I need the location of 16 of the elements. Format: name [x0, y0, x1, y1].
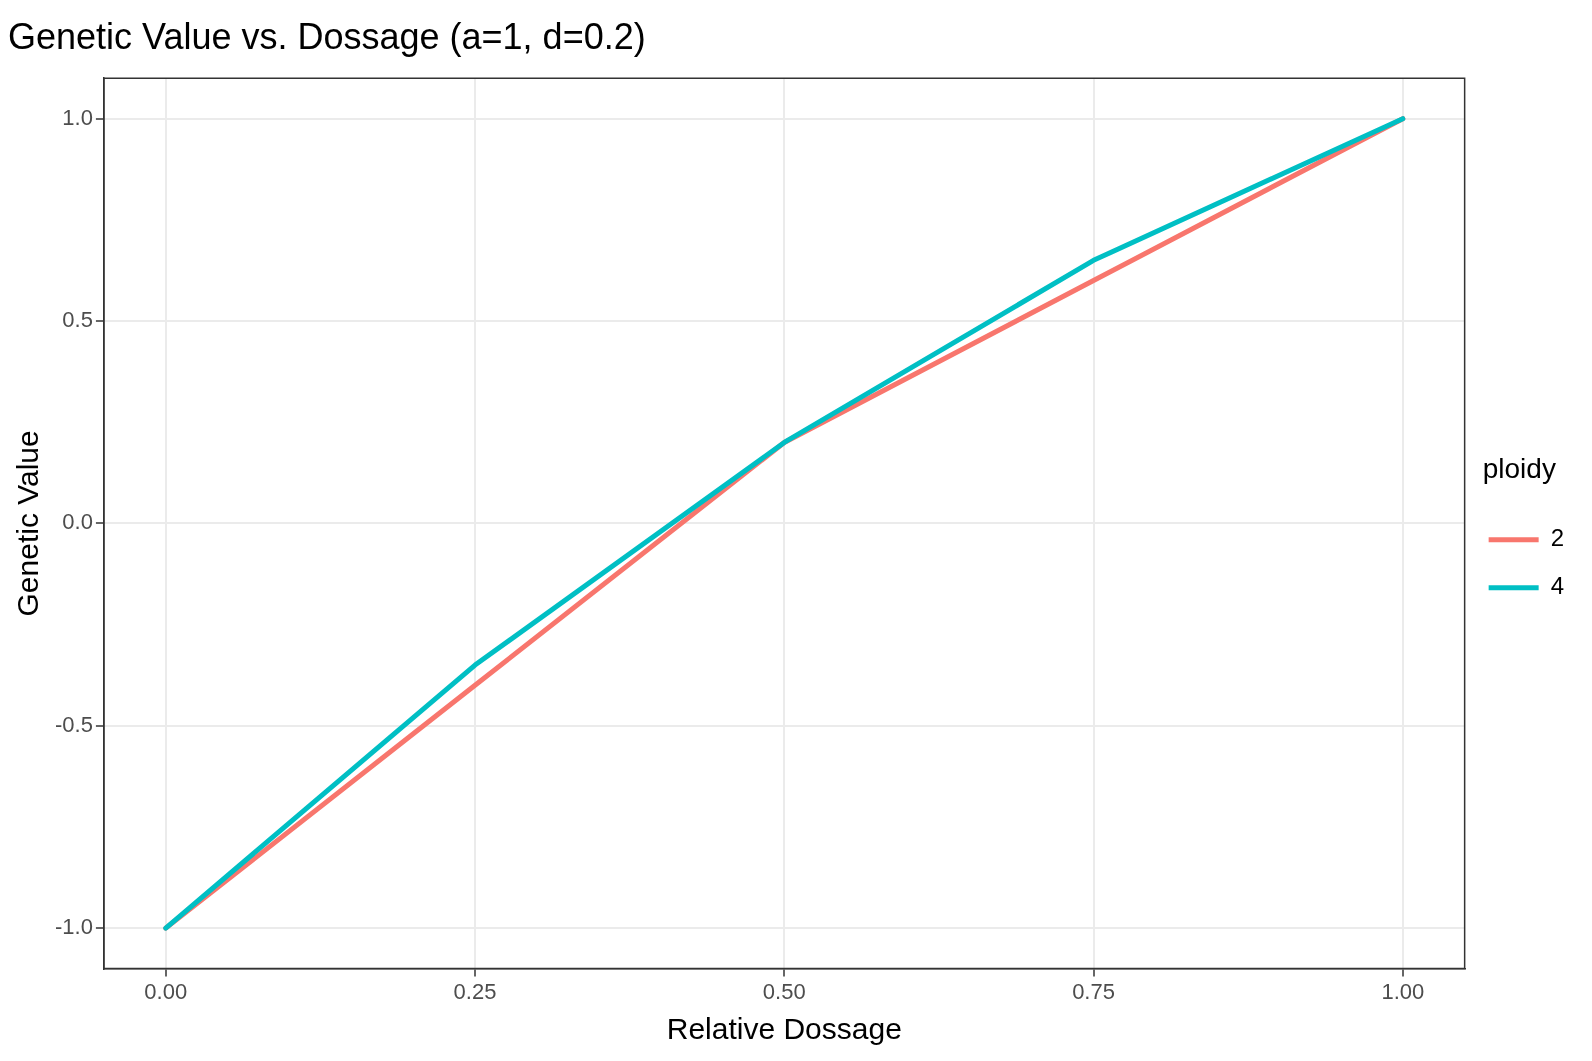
y-tick-label: -0.5	[54, 711, 93, 737]
x-tick-label: 0.25	[453, 978, 497, 1004]
chart-title: Genetic Value vs. Dossage (a=1, d=0.2)	[8, 15, 646, 57]
y-tick-label: 0.5	[62, 307, 93, 333]
legend-title: ploidy	[1482, 452, 1556, 484]
x-tick-label: 0.50	[762, 978, 806, 1004]
y-tick-label: 0.0	[62, 509, 93, 535]
x-axis-title: Relative Dossage	[666, 1012, 902, 1046]
y-axis-title: Genetic Value	[11, 430, 45, 617]
legend-label: 4	[1550, 572, 1565, 600]
x-tick-label: 1.00	[1381, 978, 1425, 1004]
legend-label: 2	[1550, 524, 1565, 552]
x-tick-label: 0.75	[1072, 978, 1115, 1004]
y-tick-label: -1.0	[54, 914, 93, 940]
y-tick-label: 1.0	[62, 104, 93, 130]
x-tick-label: 0.00	[144, 978, 188, 1004]
